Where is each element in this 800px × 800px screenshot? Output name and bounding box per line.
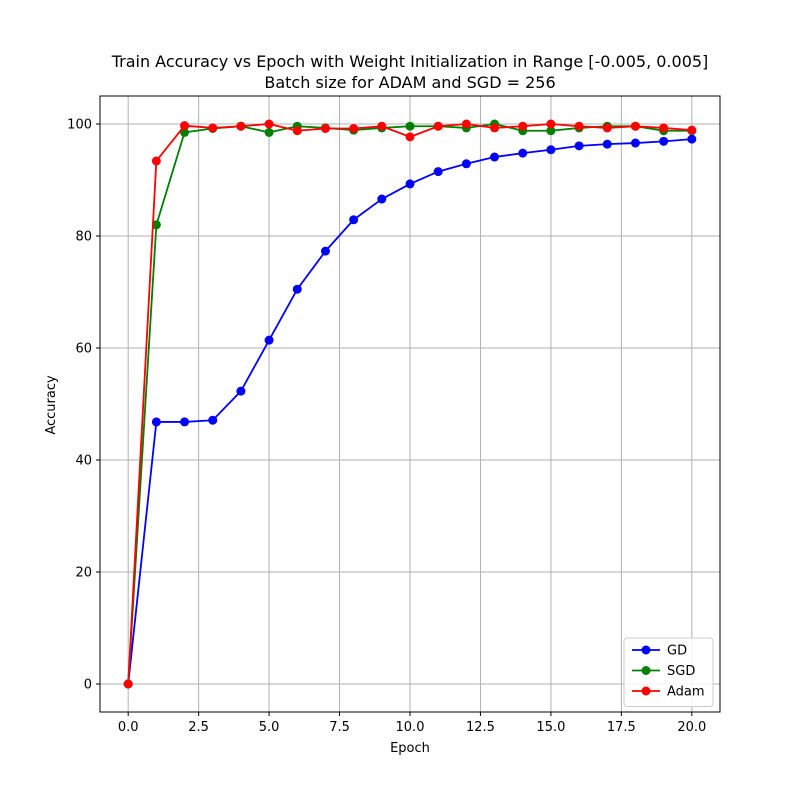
legend-marker-sgd [641, 666, 651, 675]
x-axis-label: Epoch [390, 741, 430, 756]
data-point-adam [123, 679, 133, 689]
data-point-gd [377, 194, 387, 204]
data-point-gd [320, 246, 330, 256]
x-tick-label: 0.0 [118, 720, 139, 735]
series-layer [123, 119, 697, 689]
legend-label-sgd: SGD [667, 664, 695, 679]
series-adam [123, 119, 697, 689]
y-tick-label: 80 [75, 230, 92, 245]
x-tick-label: 15.0 [536, 720, 565, 735]
data-point-adam [349, 123, 359, 133]
x-tick-label: 2.5 [188, 720, 209, 735]
data-point-sgd [264, 127, 274, 137]
data-point-adam [405, 132, 415, 142]
y-axis-label: Accuracy [44, 375, 59, 435]
data-point-gd [349, 215, 359, 225]
data-point-gd [518, 148, 528, 158]
axis-ticks: 0.0 2.5 5.0 7.5 10.0 12.5 15.0 17.5 20.0 0 20 40 60 8… [67, 118, 706, 736]
data-point-gd [602, 139, 612, 149]
grid-lines [100, 96, 720, 712]
data-point-gd [630, 138, 640, 148]
data-point-gd [659, 136, 669, 146]
data-point-gd [264, 335, 274, 345]
data-point-gd [546, 145, 556, 155]
data-point-gd [461, 159, 471, 169]
data-point-gd [208, 415, 218, 425]
y-tick-label: 100 [67, 118, 92, 133]
data-point-gd [574, 141, 584, 151]
data-point-adam [292, 126, 302, 136]
data-point-adam [574, 121, 584, 131]
legend-marker-gd [641, 645, 651, 655]
legend: GD SGD Adam [623, 637, 714, 707]
data-point-adam [659, 123, 669, 133]
data-point-gd [405, 179, 415, 189]
data-point-adam [687, 125, 697, 135]
x-tick-label: 17.5 [607, 720, 636, 735]
legend-label-adam: Adam [667, 685, 705, 700]
y-tick-label: 40 [75, 454, 92, 469]
legend-marker-adam [641, 686, 651, 696]
data-point-gd [180, 417, 190, 427]
data-point-adam [180, 121, 190, 131]
data-point-gd [151, 417, 161, 427]
chart-subtitle: Batch size for ADAM and SGD = 256 [264, 73, 555, 92]
data-point-sgd [405, 121, 415, 131]
chart-title: Train Accuracy vs Epoch with Weight Init… [111, 52, 709, 71]
data-point-adam [630, 121, 640, 131]
data-point-adam [518, 121, 528, 131]
data-point-sgd [151, 220, 161, 230]
data-point-adam [377, 121, 387, 131]
data-point-adam [433, 121, 443, 131]
y-tick-label: 20 [75, 566, 92, 581]
x-tick-label: 12.5 [466, 720, 495, 735]
data-point-sgd [180, 127, 190, 137]
data-point-adam [208, 123, 218, 133]
x-tick-label: 20.0 [677, 720, 706, 735]
data-point-adam [490, 123, 500, 133]
data-point-adam [461, 119, 471, 129]
y-tick-label: 0 [84, 678, 92, 693]
data-point-adam [236, 121, 246, 131]
data-point-adam [546, 119, 556, 129]
data-point-adam [151, 156, 161, 166]
data-point-adam [320, 123, 330, 133]
data-point-sgd [546, 126, 556, 136]
series-gd [123, 134, 697, 689]
data-point-gd [433, 167, 443, 177]
x-tick-label: 7.5 [329, 720, 350, 735]
data-point-gd [292, 284, 302, 294]
x-tick-label: 5.0 [259, 720, 280, 735]
data-point-gd [236, 386, 246, 396]
legend-label-gd: GD [667, 644, 687, 659]
data-point-gd [687, 134, 697, 144]
data-point-adam [264, 119, 274, 129]
y-tick-label: 60 [75, 342, 92, 357]
data-point-adam [602, 123, 612, 133]
x-tick-label: 10.0 [396, 720, 425, 735]
data-point-gd [490, 152, 500, 162]
